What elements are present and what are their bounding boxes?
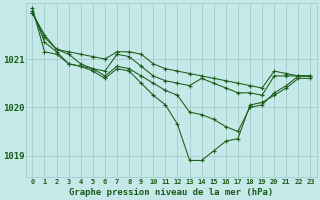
X-axis label: Graphe pression niveau de la mer (hPa): Graphe pression niveau de la mer (hPa) (69, 188, 274, 197)
